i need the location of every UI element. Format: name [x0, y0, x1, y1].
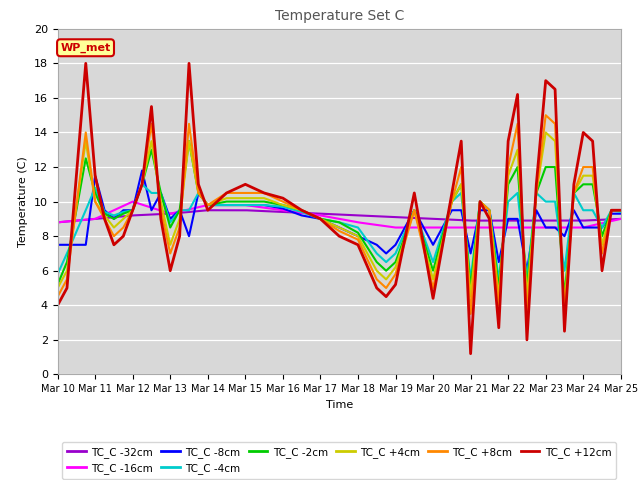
TC_C -8cm: [160, 199, 168, 204]
TC_C +4cm: [393, 260, 401, 265]
TC_C +8cm: [406, 223, 413, 229]
TC_C -2cm: [395, 251, 403, 256]
TC_C +12cm: [69, 210, 77, 216]
Line: TC_C +12cm: TC_C +12cm: [58, 63, 621, 354]
TC_C +12cm: [160, 233, 168, 239]
TC_C -16cm: [160, 209, 168, 215]
TC_C -16cm: [409, 225, 417, 230]
TC_C -2cm: [617, 207, 625, 213]
TC_C -8cm: [376, 245, 384, 251]
TC_C -2cm: [376, 262, 384, 268]
TC_C +12cm: [82, 60, 90, 66]
Line: TC_C -2cm: TC_C -2cm: [58, 141, 621, 297]
TC_C -4cm: [467, 276, 474, 282]
TC_C -4cm: [407, 215, 415, 220]
TC_C +8cm: [374, 278, 382, 284]
TC_C -4cm: [54, 271, 61, 277]
TC_C -32cm: [395, 215, 403, 220]
TC_C +12cm: [467, 351, 474, 357]
TC_C +4cm: [69, 225, 77, 230]
Title: Temperature Set C: Temperature Set C: [275, 10, 404, 24]
TC_C -8cm: [395, 236, 403, 242]
TC_C +4cm: [374, 269, 382, 275]
TC_C -2cm: [407, 216, 415, 222]
TC_C +4cm: [617, 207, 625, 213]
TC_C +8cm: [54, 294, 61, 300]
X-axis label: Time: Time: [326, 400, 353, 409]
TC_C -32cm: [54, 219, 61, 225]
TC_C +12cm: [551, 86, 559, 92]
TC_C -4cm: [395, 243, 403, 249]
TC_C -32cm: [204, 207, 212, 213]
TC_C +12cm: [54, 302, 61, 308]
Line: TC_C -8cm: TC_C -8cm: [58, 170, 621, 271]
TC_C -16cm: [396, 225, 404, 230]
Text: WP_met: WP_met: [60, 43, 111, 53]
TC_C -16cm: [551, 225, 559, 230]
Line: TC_C -16cm: TC_C -16cm: [58, 202, 621, 228]
TC_C +8cm: [542, 112, 550, 118]
TC_C -8cm: [523, 268, 531, 274]
TC_C -32cm: [69, 218, 77, 224]
TC_C -16cm: [376, 223, 384, 228]
TC_C -32cm: [376, 214, 384, 219]
TC_C -8cm: [69, 242, 77, 248]
TC_C -16cm: [392, 225, 399, 230]
Line: TC_C -4cm: TC_C -4cm: [58, 184, 621, 279]
TC_C +4cm: [159, 206, 166, 212]
TC_C +12cm: [376, 288, 384, 294]
TC_C +4cm: [561, 302, 568, 308]
TC_C -32cm: [617, 216, 625, 222]
TC_C +8cm: [467, 311, 474, 317]
Line: TC_C +4cm: TC_C +4cm: [58, 132, 621, 305]
TC_C -4cm: [551, 199, 559, 204]
TC_C -4cm: [376, 253, 384, 259]
TC_C -8cm: [617, 211, 625, 216]
TC_C -4cm: [138, 181, 146, 187]
TC_C -16cm: [54, 219, 61, 225]
TC_C +8cm: [551, 121, 559, 127]
TC_C -4cm: [69, 236, 77, 242]
TC_C -16cm: [69, 218, 77, 224]
TC_C +4cm: [406, 222, 413, 228]
TC_C -8cm: [407, 213, 415, 219]
TC_C +4cm: [550, 137, 557, 143]
Line: TC_C +8cm: TC_C +8cm: [58, 115, 621, 314]
TC_C -32cm: [159, 211, 166, 217]
TC_C -2cm: [561, 294, 568, 300]
TC_C -2cm: [159, 196, 166, 202]
TC_C -2cm: [69, 225, 77, 230]
TC_C +8cm: [159, 215, 166, 220]
Line: TC_C -32cm: TC_C -32cm: [58, 210, 621, 222]
TC_C -2cm: [54, 282, 61, 288]
TC_C -4cm: [160, 200, 168, 205]
TC_C -16cm: [129, 199, 136, 204]
TC_C +8cm: [393, 266, 401, 272]
TC_C +12cm: [395, 266, 403, 272]
TC_C +12cm: [617, 207, 625, 213]
TC_C -32cm: [550, 218, 557, 224]
TC_C -2cm: [185, 138, 193, 144]
TC_C -16cm: [617, 216, 625, 222]
TC_C +8cm: [617, 207, 625, 213]
TC_C +4cm: [54, 285, 61, 291]
TC_C +8cm: [69, 228, 77, 233]
Y-axis label: Temperature (C): Temperature (C): [18, 156, 28, 247]
TC_C -4cm: [617, 209, 625, 215]
TC_C -8cm: [551, 225, 559, 230]
TC_C -8cm: [138, 168, 146, 173]
TC_C -8cm: [54, 242, 61, 248]
TC_C -2cm: [550, 164, 557, 170]
TC_C -32cm: [407, 215, 415, 221]
TC_C +4cm: [542, 130, 550, 135]
TC_C +12cm: [407, 205, 415, 211]
Legend: TC_C -32cm, TC_C -16cm, TC_C -8cm, TC_C -4cm, TC_C -2cm, TC_C +4cm, TC_C +8cm, T: TC_C -32cm, TC_C -16cm, TC_C -8cm, TC_C …: [62, 442, 616, 479]
